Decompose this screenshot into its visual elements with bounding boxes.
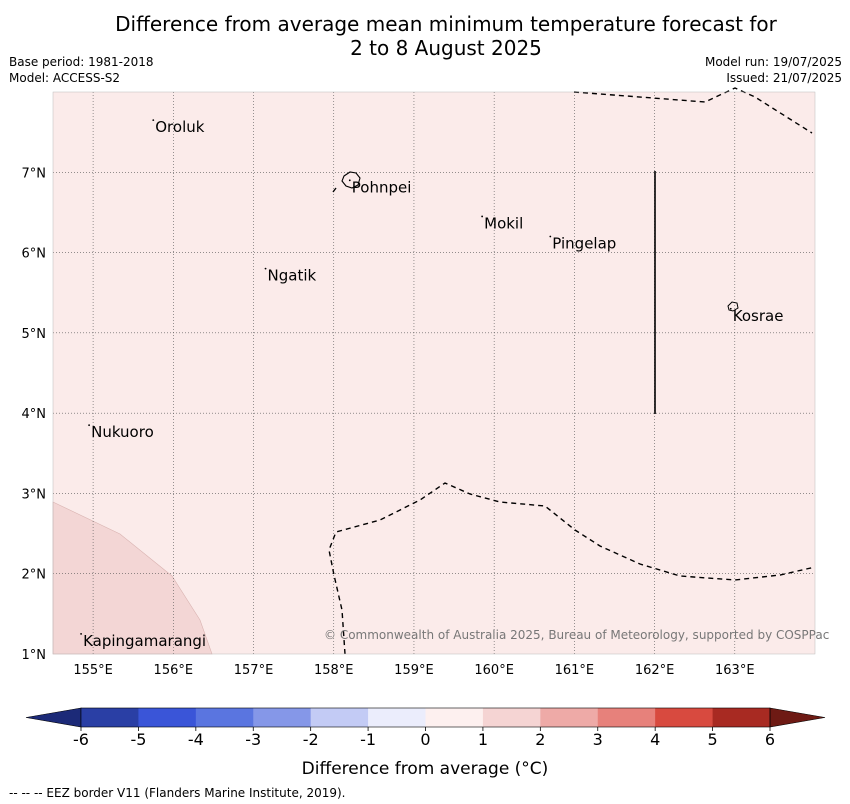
latitude-labels: 1°N 2°N 3°N 4°N 5°N 6°N 7°N: [22, 166, 47, 663]
place-marker: [264, 267, 267, 270]
colorbar-tick-label: 0: [420, 730, 430, 749]
colorbar-tick-label: 5: [707, 730, 717, 749]
colorbar-tick-label: -4: [188, 730, 204, 749]
colorbar-ticks: -6 -5 -4 -3 -2 -1 0 1 2 3 4 5 6: [73, 727, 775, 749]
colorbar-tick-label: -3: [245, 730, 261, 749]
colorbar-tick-label: 2: [535, 730, 545, 749]
colorbar-segment: [368, 708, 426, 727]
longitude-tick-label: 157°E: [234, 663, 274, 678]
longitude-tick-label: 155°E: [73, 663, 113, 678]
map-frame: [52, 91, 816, 655]
pohnpei-island-outline: [341, 171, 361, 189]
place-marker: [152, 119, 155, 121]
colorbar-segment: [655, 708, 713, 727]
graticule: [53, 92, 815, 654]
colorbar-high-extend: [769, 707, 826, 728]
colorbar-tick-label: -6: [73, 730, 89, 749]
colorbar-label: Difference from average (°C): [302, 759, 549, 779]
eez-border-fragment: [332, 187, 337, 193]
meta-left: Base period: 1981-2018 Model: ACCESS-S2: [9, 54, 154, 86]
colorbar-tick-label: -2: [303, 730, 319, 749]
longitude-tick-label: 163°E: [715, 663, 755, 678]
place-labels: Oroluk Pohnpei Mokil Pingelap Ngatik Kosrae Nu…: [80, 118, 783, 650]
model-name: Model: ACCESS-S2: [9, 71, 121, 85]
colorbar-tick-label: -1: [360, 730, 376, 749]
map-background: [53, 92, 815, 654]
colorbar-tick-label: 4: [650, 730, 660, 749]
colorbar-segment: [712, 708, 771, 727]
latitude-tick-label: 6°N: [22, 247, 47, 262]
colorbar-tick-label: 6: [765, 730, 775, 749]
longitude-tick-label: 158°E: [314, 663, 354, 678]
latitude-tick-label: 4°N: [22, 407, 47, 422]
meta-right: Model run: 19/07/2025 Issued: 21/07/2025: [705, 54, 842, 86]
eez-border-south: [328, 482, 816, 655]
colorbar-segment: [540, 708, 599, 727]
colorbar-segment: [310, 708, 369, 727]
colorbar-segment: [138, 708, 197, 727]
colorbar-tick-label: 3: [593, 730, 603, 749]
longitude-tick-label: 160°E: [474, 663, 514, 678]
colorbar-low-extend: [25, 707, 82, 728]
base-period: Base period: 1981-2018: [9, 55, 154, 69]
place-label: Kosrae: [733, 307, 784, 325]
latitude-tick-label: 2°N: [22, 568, 47, 583]
colorbar-segment: [597, 708, 656, 727]
place-label: Mokil: [484, 214, 523, 232]
latitude-tick-label: 3°N: [22, 487, 47, 502]
place-label: Oroluk: [155, 118, 204, 136]
latitude-tick-label: 1°N: [22, 648, 47, 663]
place-label: Kapingamarangi: [83, 632, 206, 650]
place-marker: [88, 424, 90, 427]
place-marker: [481, 215, 484, 218]
place-label: Pingelap: [552, 235, 616, 253]
title-line-2: 2 to 8 August 2025: [350, 36, 542, 60]
longitude-tick-label: 161°E: [555, 663, 595, 678]
colorbar-segment: [482, 708, 541, 727]
longitude-labels: 155°E 156°E 157°E 158°E 159°E 160°E 161°E 162°E…: [73, 663, 754, 678]
title-line-1: Difference from average mean minimum tem…: [115, 12, 777, 36]
place-marker: [729, 307, 732, 310]
longitude-tick-label: 162°E: [635, 663, 675, 678]
colorbar-segment: [253, 708, 312, 727]
place-marker: [549, 235, 552, 238]
copyright-notice: © Commonwealth of Australia 2025, Bureau…: [324, 628, 830, 642]
place-marker: [348, 179, 351, 182]
colorbar-segment: [425, 708, 484, 727]
place-label: Ngatik: [268, 267, 317, 285]
colorbar-tick-label: -5: [130, 730, 146, 749]
eez-borders: [328, 87, 816, 655]
latitude-tick-label: 7°N: [22, 166, 47, 181]
place-label: Pohnpei: [352, 178, 412, 196]
issued-date: Issued: 21/07/2025: [726, 71, 842, 85]
place-marker: [80, 633, 82, 635]
kosrae-island-outline: [727, 301, 739, 312]
colorbar: [25, 707, 826, 728]
colorbar-segment: [195, 708, 254, 727]
map-title: Difference from average mean minimum tem…: [0, 12, 850, 60]
longitude-tick-label: 156°E: [154, 663, 194, 678]
eez-border-north: [573, 87, 813, 134]
model-run: Model run: 19/07/2025: [704, 55, 842, 69]
place-label: Nukuoro: [91, 423, 154, 441]
colorbar-segment: [81, 708, 139, 727]
latitude-tick-label: 5°N: [22, 327, 47, 342]
eez-legend-note: -- -- -- EEZ border V11 (Flanders Marine…: [9, 786, 346, 800]
longitude-tick-label: 159°E: [394, 663, 434, 678]
colorbar-tick-label: 1: [478, 730, 488, 749]
